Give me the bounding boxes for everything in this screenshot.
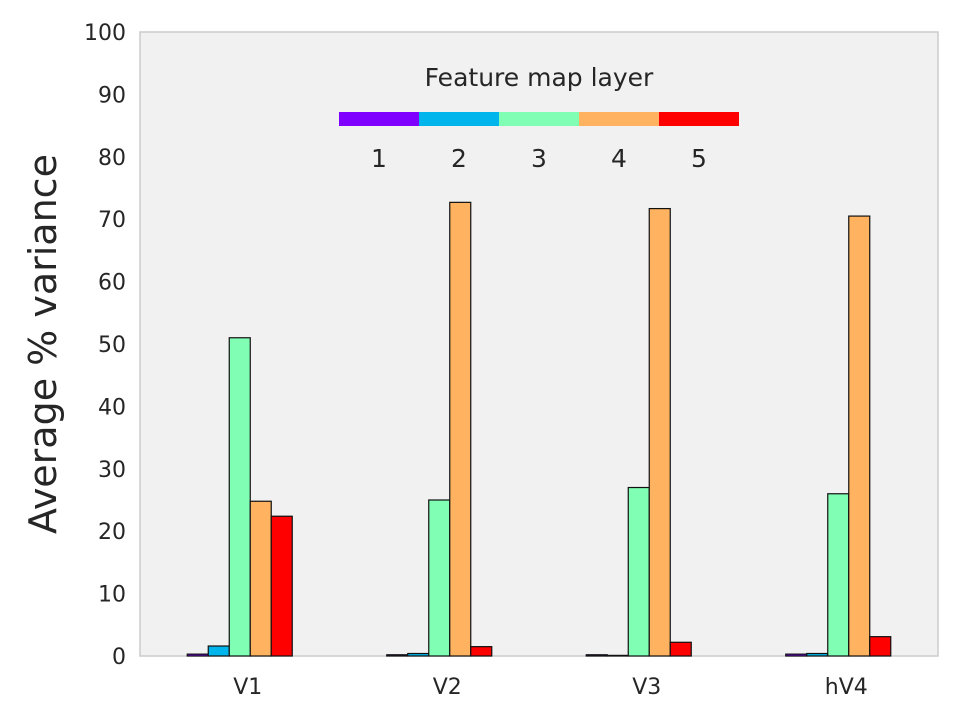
y-tick-label: 100 bbox=[84, 21, 126, 46]
y-tick-label: 60 bbox=[98, 271, 126, 296]
bar-V2-layer-2 bbox=[407, 652, 430, 657]
y-tick-label: 50 bbox=[98, 333, 126, 358]
bar-V1-layer-2 bbox=[207, 645, 230, 657]
bar-V3-layer-3 bbox=[627, 486, 650, 657]
y-tick-label: 10 bbox=[98, 583, 126, 608]
bars-group bbox=[186, 201, 892, 657]
bar-V3-layer-4 bbox=[648, 207, 671, 657]
bar-hV4-layer-1 bbox=[785, 653, 808, 657]
bar-V1-layer-4 bbox=[249, 500, 272, 657]
bar-hV4-layer-2 bbox=[806, 652, 829, 657]
y-tick-label: 20 bbox=[98, 520, 126, 545]
bar-V3-layer-1 bbox=[585, 654, 608, 657]
bar-V2-layer-4 bbox=[449, 201, 472, 657]
bar-hV4-layer-3 bbox=[827, 493, 850, 657]
y-tick-label: 90 bbox=[98, 83, 126, 108]
y-tick-label: 0 bbox=[112, 645, 126, 670]
legend: Feature map layer 1 2 3 4 5 bbox=[339, 63, 739, 173]
legend-title: Feature map layer bbox=[425, 63, 654, 92]
bar-V2-layer-3 bbox=[428, 499, 451, 657]
legend-label-2: 2 bbox=[451, 144, 467, 173]
bar-V1-layer-1 bbox=[186, 653, 209, 657]
legend-items: 1 2 3 4 5 bbox=[339, 112, 739, 173]
legend-swatch-1 bbox=[339, 112, 419, 126]
bar-V2-layer-1 bbox=[386, 654, 409, 657]
y-tick-label: 70 bbox=[98, 208, 126, 233]
bar-V3-layer-5 bbox=[669, 641, 692, 657]
bar-V2-layer-5 bbox=[470, 646, 493, 657]
legend-label-1: 1 bbox=[371, 144, 387, 173]
y-axis-ticks: 0 10 20 30 40 50 60 70 80 90 100 bbox=[84, 21, 126, 670]
bar-V1-layer-3 bbox=[228, 337, 251, 657]
legend-label-4: 4 bbox=[611, 144, 627, 173]
x-tick-label: hV4 bbox=[825, 675, 868, 700]
y-tick-label: 30 bbox=[98, 458, 126, 483]
x-tick-label: V2 bbox=[433, 675, 462, 700]
bar-hV4-layer-5 bbox=[869, 636, 892, 657]
legend-swatch-4 bbox=[579, 112, 659, 126]
legend-label-5: 5 bbox=[691, 144, 707, 173]
bar-V1-layer-5 bbox=[270, 515, 293, 657]
bar-hV4-layer-4 bbox=[848, 215, 871, 657]
x-tick-label: V1 bbox=[233, 675, 262, 700]
x-axis-ticks: V1 V2 V3 hV4 bbox=[233, 675, 868, 700]
legend-swatch-5 bbox=[659, 112, 739, 126]
legend-swatch-2 bbox=[419, 112, 499, 126]
y-tick-label: 80 bbox=[98, 146, 126, 171]
y-axis-title: Average % variance bbox=[21, 154, 65, 534]
legend-label-3: 3 bbox=[531, 144, 547, 173]
legend-swatch-3 bbox=[499, 112, 579, 126]
y-tick-label: 40 bbox=[98, 395, 126, 420]
x-tick-label: V3 bbox=[632, 675, 661, 700]
bar-V3-layer-2 bbox=[606, 654, 629, 657]
